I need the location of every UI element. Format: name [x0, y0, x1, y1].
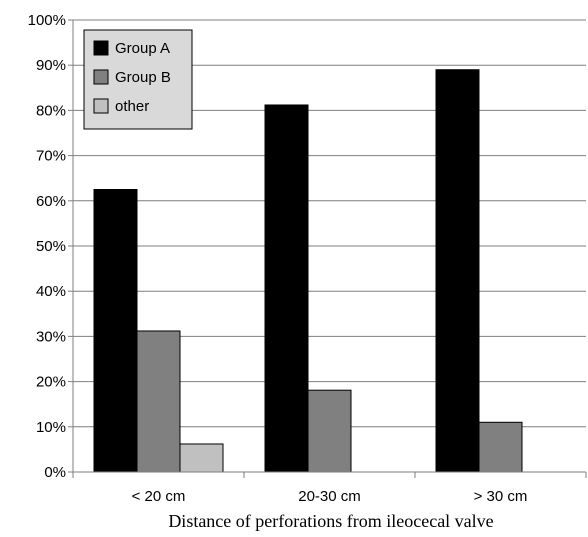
bar-other: [179, 443, 224, 473]
legend-swatch: [93, 98, 109, 114]
bar-group-b: [307, 389, 352, 473]
y-tick-label: 90%: [36, 57, 66, 74]
y-axis-ticks: 0% 10% 20% 30% 40% 50% 60% 70% 80% 90% 100%: [28, 12, 73, 481]
legend-label: other: [115, 98, 149, 115]
axes: [72, 20, 586, 473]
legend-swatch: [93, 40, 109, 56]
x-tick-label: < 20 cm: [132, 488, 186, 505]
y-tick-label: 0%: [44, 464, 66, 481]
legend-label: Group B: [115, 69, 171, 86]
y-tick-label: 50%: [36, 238, 66, 255]
y-tick-label: 70%: [36, 148, 66, 165]
legend: Group A Group B other: [83, 29, 193, 130]
x-tick-label: > 30 cm: [474, 488, 528, 505]
bar-group-b: [136, 330, 181, 473]
bar-group-b: [478, 421, 523, 473]
y-tick-label: 30%: [36, 328, 66, 345]
x-axis-label: Distance of perforations from ileocecal …: [168, 511, 493, 531]
legend-label: Group A: [115, 40, 170, 57]
y-tick-label: 60%: [36, 193, 66, 210]
x-tick-label: 20-30 cm: [298, 488, 361, 505]
y-tick-label: 20%: [36, 374, 66, 391]
y-tick-label: 80%: [36, 102, 66, 119]
y-tick-label: 40%: [36, 283, 66, 300]
bar-group-a: [93, 189, 138, 473]
y-tick-label: 10%: [36, 419, 66, 436]
x-axis-ticks: < 20 cm 20-30 cm > 30 cm: [72, 472, 587, 505]
bars: [93, 69, 523, 473]
bar-group-a: [264, 104, 309, 473]
y-tick-label: 100%: [28, 12, 66, 29]
bar-group-a: [435, 69, 480, 473]
legend-swatch: [93, 69, 109, 85]
